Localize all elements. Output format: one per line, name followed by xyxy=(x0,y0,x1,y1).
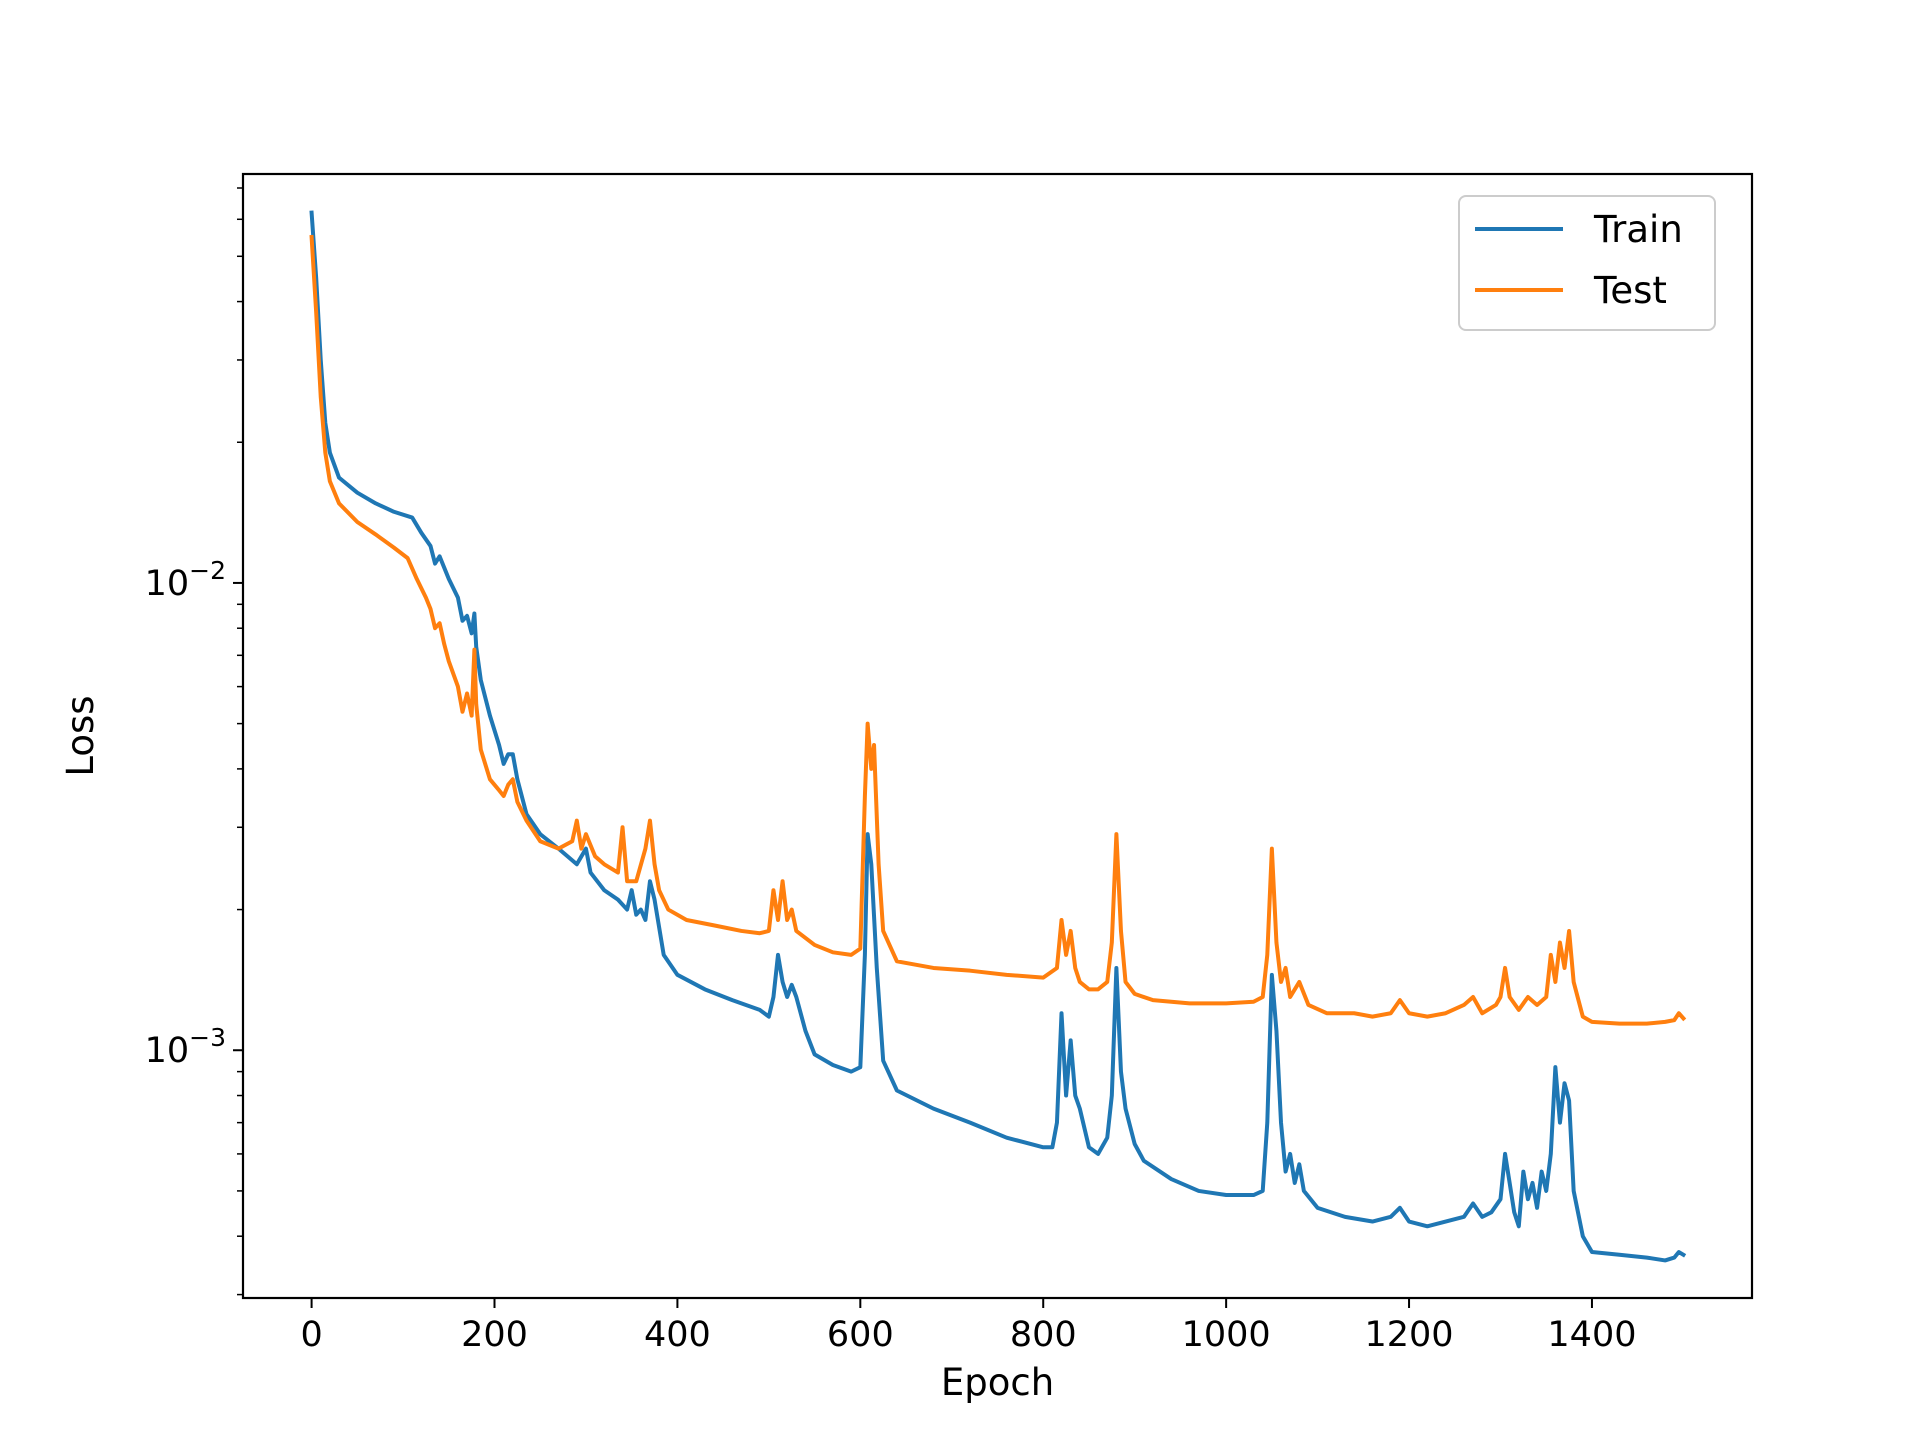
x-axis-label: Epoch xyxy=(941,1361,1054,1404)
x-tick-label: 400 xyxy=(644,1315,711,1355)
plot-area xyxy=(309,210,1687,1263)
legend-label-test: Test xyxy=(1593,269,1667,312)
x-tick-label: 1400 xyxy=(1547,1315,1636,1355)
y-tick-label: 10−3 xyxy=(145,1023,226,1071)
y-tick-exponent: −3 xyxy=(189,1023,226,1052)
x-tick-label: 0 xyxy=(300,1315,322,1355)
y-tick-exponent: −2 xyxy=(189,556,226,585)
axes: 0 200 400 600 800 1000 1200 140010−210−3EpochLo… xyxy=(59,172,1754,1404)
series-line-test xyxy=(309,234,1687,1026)
y-tick-label: 10−2 xyxy=(145,556,226,604)
legend: Train Test xyxy=(1458,195,1716,331)
x-tick-label: 1200 xyxy=(1365,1315,1454,1355)
x-tick-label: 1000 xyxy=(1182,1315,1271,1355)
series-line-train xyxy=(309,210,1687,1263)
y-axis-label: Loss xyxy=(59,695,102,776)
x-tick-label: 600 xyxy=(827,1315,894,1355)
x-tick-label: 200 xyxy=(461,1315,528,1355)
y-tick-base: 10 xyxy=(145,1031,190,1071)
y-tick-base: 10 xyxy=(145,564,190,604)
x-tick-label: 800 xyxy=(1010,1315,1077,1355)
legend-label-train: Train xyxy=(1593,208,1683,251)
axes-frame xyxy=(241,172,1754,1300)
